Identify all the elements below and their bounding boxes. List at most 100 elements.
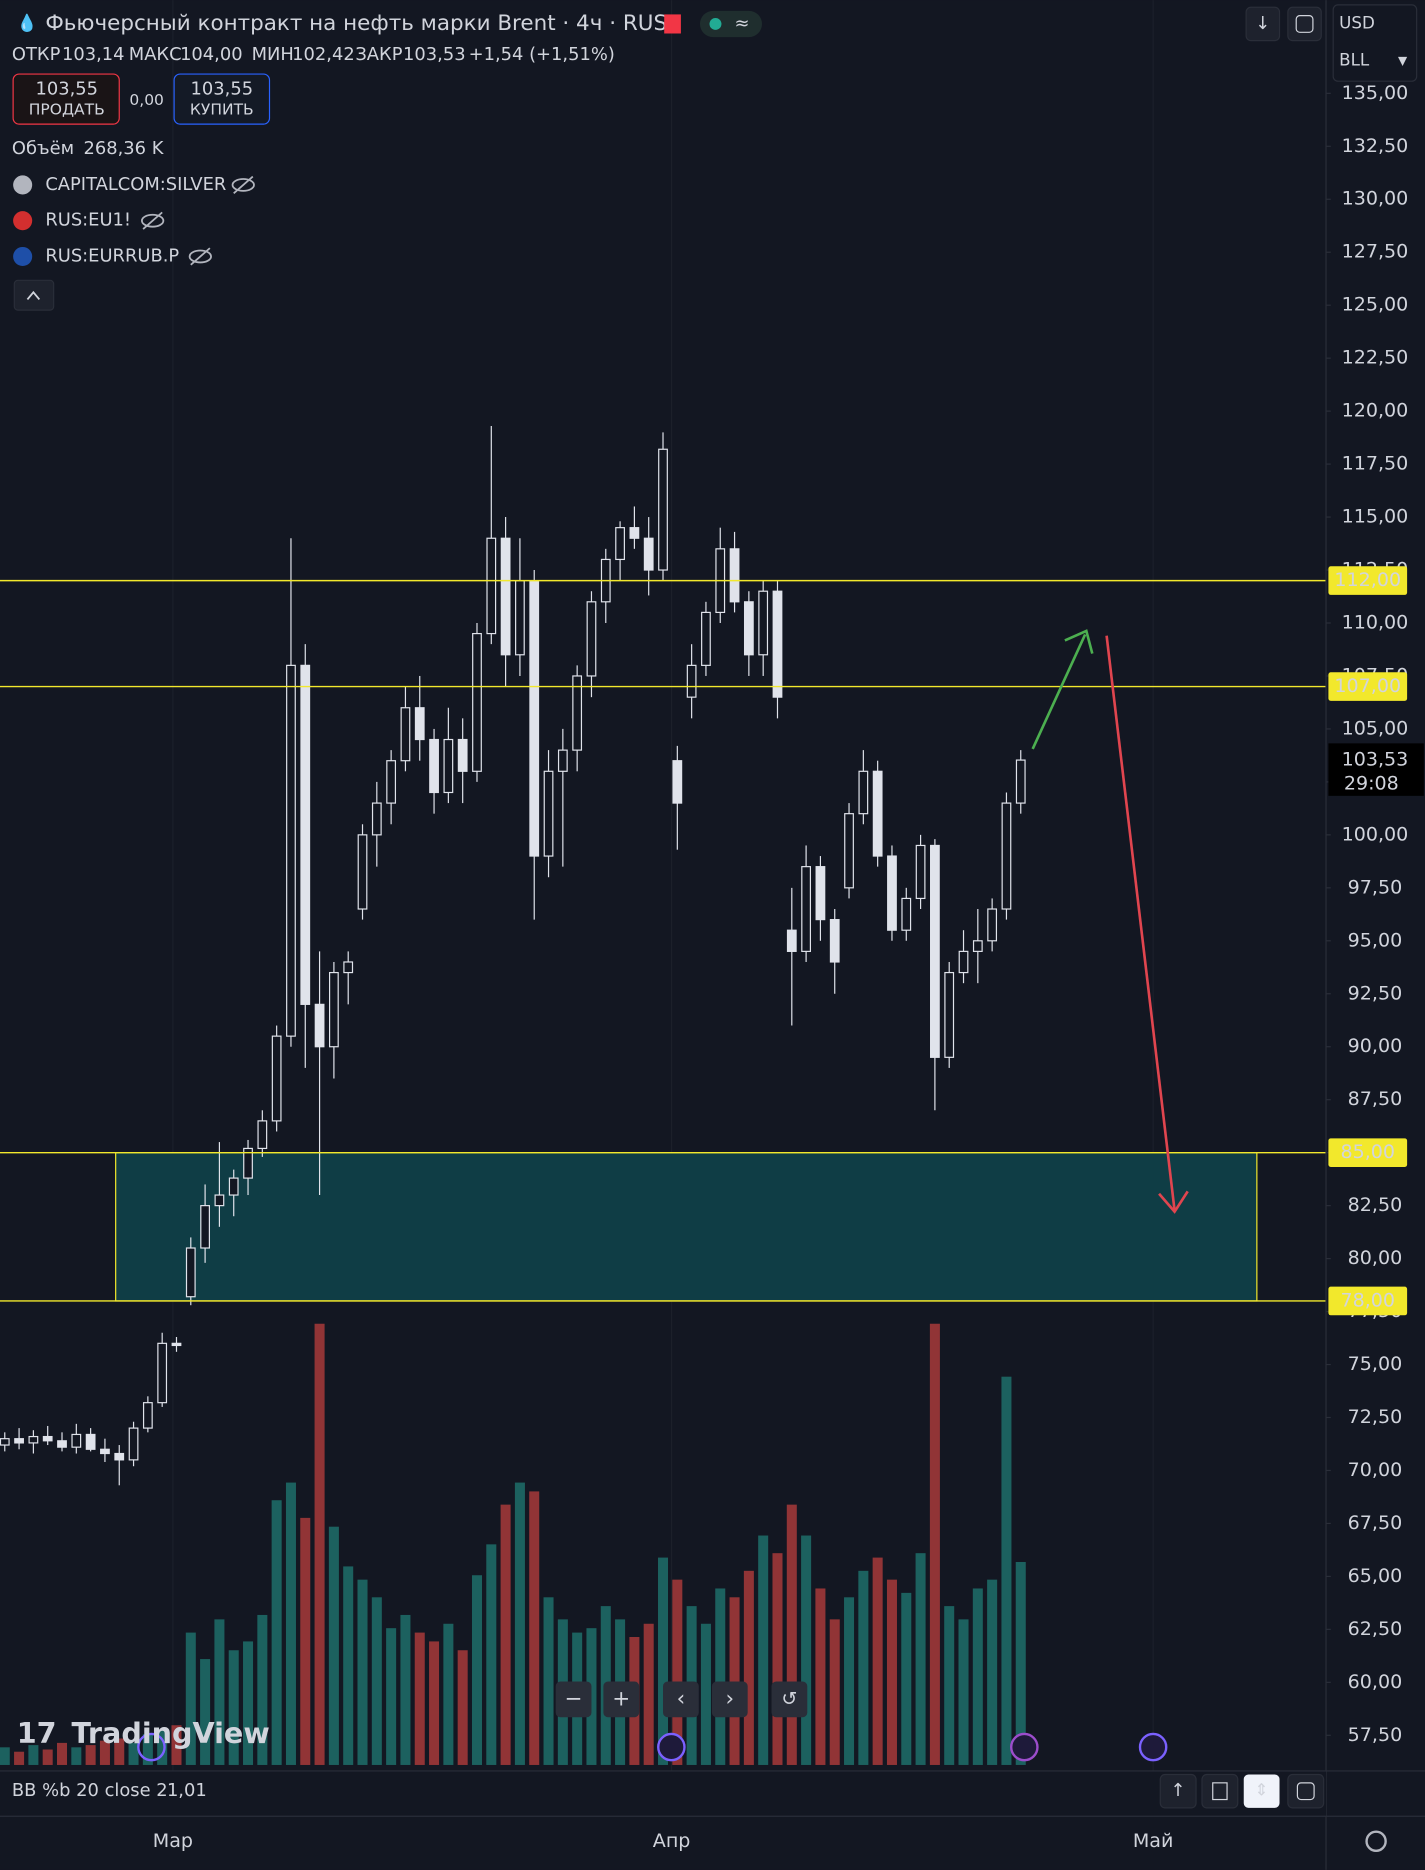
- fullscreen-button[interactable]: [1287, 6, 1322, 42]
- event-icon[interactable]: [1010, 1732, 1039, 1762]
- candle-body: [529, 580, 540, 857]
- maximize[interactable]: [1243, 1774, 1280, 1808]
- candle-body: [200, 1205, 210, 1249]
- y-tick-label: 57,50: [1348, 1724, 1403, 1746]
- event-icon[interactable]: [137, 1732, 166, 1762]
- volume-bar: [300, 1517, 311, 1765]
- currency-menu[interactable]: [1332, 4, 1418, 82]
- candle-body: [414, 707, 425, 741]
- overlay[interactable]: CAPITALCOM:SILVER: [45, 174, 226, 195]
- x-tick-label: Мар: [153, 1830, 193, 1852]
- download-button[interactable]: [1245, 6, 1281, 42]
- candle-body: [872, 770, 883, 857]
- zoom-out[interactable]: [555, 1681, 592, 1718]
- level-tag: [1328, 1286, 1408, 1316]
- candle-body: [371, 802, 382, 836]
- candle-body: [972, 940, 983, 952]
- y-tick-label: 80,00: [1348, 1247, 1403, 1269]
- move-up[interactable]: [1159, 1773, 1197, 1809]
- y-tick-label: 65,00: [1348, 1565, 1403, 1587]
- top-controls: ↓ USD BLL ▼: [1245, 4, 1418, 82]
- candle-body: [615, 527, 625, 561]
- scroll-left[interactable]: [663, 1681, 699, 1718]
- y-tick-label: 87,50: [1348, 1088, 1403, 1110]
- event-icon[interactable]: [657, 1732, 686, 1762]
- last-price-label: 103,53: [1342, 749, 1409, 771]
- overlay[interactable]: RUS:EURRUB.P: [45, 245, 179, 266]
- volume-bar: [915, 1553, 926, 1765]
- candle-body: [557, 749, 568, 772]
- volume-bar: [414, 1632, 425, 1765]
- candle-body: [286, 664, 296, 1037]
- delete[interactable]: [1201, 1773, 1239, 1809]
- fullscreen-pane[interactable]: [1287, 1773, 1325, 1809]
- volume-bar: [715, 1588, 726, 1765]
- candle-body: [85, 1433, 96, 1450]
- down-arrow-head: [1158, 1190, 1189, 1214]
- volume-bar: [1015, 1562, 1026, 1765]
- ohlc-value: 104,00: [180, 44, 243, 65]
- y-tick-label: 75,00: [1348, 1353, 1403, 1375]
- zoom-in[interactable]: [603, 1681, 640, 1718]
- level-label: 112,00: [1334, 569, 1401, 591]
- price-axis: [1326, 0, 1425, 1771]
- y-tick-label: 110,00: [1342, 611, 1409, 633]
- candle-body: [128, 1427, 139, 1461]
- candle-body: [729, 548, 740, 603]
- candle-body: [801, 866, 811, 952]
- status-pill[interactable]: [699, 10, 762, 38]
- volume-bar: [786, 1504, 797, 1765]
- volume-bar: [429, 1641, 440, 1765]
- buy-button[interactable]: [173, 73, 271, 125]
- y-tick-label: 122,50: [1342, 347, 1409, 369]
- candle-body: [28, 1435, 39, 1444]
- scroll-right[interactable]: [711, 1681, 748, 1718]
- y-tick-label: 82,50: [1348, 1194, 1403, 1216]
- volume-bar: [471, 1575, 482, 1765]
- volume-bar: [85, 1745, 96, 1765]
- ohlc-label: МИН: [252, 44, 294, 65]
- candle-body: [829, 919, 840, 963]
- level-tag: [1328, 1138, 1408, 1167]
- status-dot: [709, 17, 722, 30]
- candle-body: [71, 1433, 82, 1448]
- y-tick-label: 95,00: [1348, 929, 1403, 951]
- volume-bar: [386, 1628, 397, 1765]
- candle-body: [887, 855, 897, 931]
- volume-bar: [729, 1597, 740, 1765]
- sell-button[interactable]: [12, 73, 120, 125]
- candle-body: [944, 971, 955, 1058]
- candle-body: [329, 971, 339, 1048]
- candle-body: [214, 1194, 225, 1207]
- volume-bar: [1001, 1376, 1012, 1765]
- candle-body: [228, 1177, 239, 1196]
- volume-bar: [200, 1659, 211, 1765]
- y-tick-label: 127,50: [1342, 241, 1409, 263]
- volume-bar: [929, 1323, 940, 1765]
- volume-bar: [872, 1557, 883, 1765]
- volume-bar: [801, 1535, 812, 1765]
- event-icon[interactable]: [1138, 1732, 1168, 1762]
- collapse-icon: [26, 290, 41, 300]
- candle-body: [629, 527, 640, 539]
- volume-label: Объём: [12, 138, 74, 159]
- logo: TradingView: [72, 1716, 270, 1750]
- volume-bar: [901, 1592, 912, 1765]
- ohlc-value: 103,14: [62, 44, 125, 65]
- volume-bar: [758, 1535, 769, 1765]
- overlay[interactable]: RUS:EU1!: [45, 210, 131, 231]
- collapse-button[interactable]: [13, 279, 55, 311]
- volume-bar: [457, 1650, 468, 1765]
- volume-bar: [972, 1588, 983, 1765]
- candle-body: [57, 1440, 67, 1448]
- overlay-icon: [13, 246, 33, 267]
- scroll-left-icon: ‹: [677, 1686, 686, 1711]
- reset[interactable]: [771, 1681, 808, 1718]
- delete-icon: [1212, 1782, 1228, 1801]
- scroll-right-icon: ›: [725, 1686, 734, 1711]
- volume-bar: [214, 1619, 225, 1765]
- candle-body: [14, 1438, 24, 1444]
- settings-icon[interactable]: [1365, 1830, 1387, 1853]
- candle-body: [743, 601, 754, 656]
- y-tick-label: 60,00: [1348, 1671, 1403, 1693]
